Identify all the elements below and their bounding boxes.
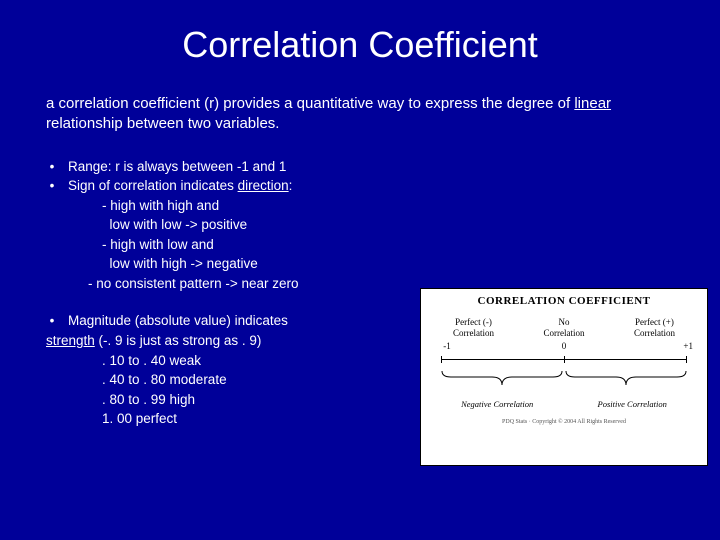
- scale-max: +1: [683, 341, 693, 351]
- bullet-icon: •: [46, 157, 58, 177]
- neg-corr-label: Negative Correlation: [461, 399, 533, 409]
- list-item: • Sign of correlation indicates directio…: [46, 176, 430, 196]
- diagram-top-labels: Perfect (-) Correlation No Correlation P…: [429, 317, 699, 339]
- slide-title: Correlation Coefficient: [40, 24, 680, 66]
- bullet3-underlined: strength: [46, 333, 95, 348]
- bullet2-suffix: :: [289, 178, 293, 193]
- list-item: • Range: r is always between -1 and 1: [46, 157, 430, 177]
- tick-mid: [564, 356, 565, 363]
- label-perfect-pos: Perfect (+) Correlation: [610, 317, 699, 339]
- bullet2-underlined: direction: [238, 178, 289, 193]
- correlation-diagram: CORRELATION COEFFICIENT Perfect (-) Corr…: [420, 288, 708, 466]
- sub-item: low with high -> negative: [46, 254, 430, 274]
- braces-row: [429, 369, 699, 397]
- bullet-list: • Range: r is always between -1 and 1 • …: [40, 157, 430, 429]
- sub-item: - high with high and: [46, 196, 430, 216]
- intro-underlined: linear: [574, 95, 611, 112]
- bullet3-line2: strength (-. 9 is just as strong as . 9): [46, 331, 430, 351]
- diagram-copyright: PDQ Stats · Copyright © 2004 All Rights …: [429, 419, 699, 425]
- sub-item: - high with low and: [46, 235, 430, 255]
- scale-min: -1: [443, 341, 451, 351]
- tick-right: [686, 356, 687, 363]
- intro-paragraph: a correlation coefficient (r) provides a…: [40, 94, 680, 135]
- mag-item: . 10 to . 40 weak: [46, 351, 430, 371]
- mag-item: . 80 to . 99 high: [46, 390, 430, 410]
- pos-corr-label: Positive Correlation: [598, 399, 667, 409]
- bullet3-suffix: (-. 9 is just as strong as . 9): [95, 333, 262, 348]
- bottom-labels: Negative Correlation Positive Correlatio…: [429, 399, 699, 409]
- intro-text-prefix: a correlation coefficient (r) provides a…: [46, 95, 574, 112]
- bullet-icon: •: [46, 176, 58, 196]
- list-item: • Magnitude (absolute value) indicates: [46, 311, 430, 331]
- mag-item: . 40 to . 80 moderate: [46, 370, 430, 390]
- diagram-title: CORRELATION COEFFICIENT: [429, 295, 699, 307]
- mag-item: 1. 00 perfect: [46, 409, 430, 429]
- sub-item: low with low -> positive: [46, 215, 430, 235]
- bullet-text: Range: r is always between -1 and 1: [68, 157, 430, 177]
- scale-line-row: -1 0 +1: [429, 347, 699, 369]
- sub-item: - no consistent pattern -> near zero: [46, 274, 430, 294]
- brace-left-icon: [441, 369, 563, 389]
- label-no-corr: No Correlation: [519, 317, 608, 339]
- tick-left: [441, 356, 442, 363]
- intro-text-suffix: relationship between two variables.: [46, 115, 279, 132]
- scale-mid: 0: [562, 341, 567, 351]
- bullet3-line1: Magnitude (absolute value) indicates: [68, 311, 430, 331]
- bullet2-prefix: Sign of correlation indicates: [68, 178, 238, 193]
- bullet-icon: •: [46, 311, 58, 331]
- bullet-text: Sign of correlation indicates direction:: [68, 176, 430, 196]
- brace-right-icon: [565, 369, 687, 389]
- label-perfect-neg: Perfect (-) Correlation: [429, 317, 518, 339]
